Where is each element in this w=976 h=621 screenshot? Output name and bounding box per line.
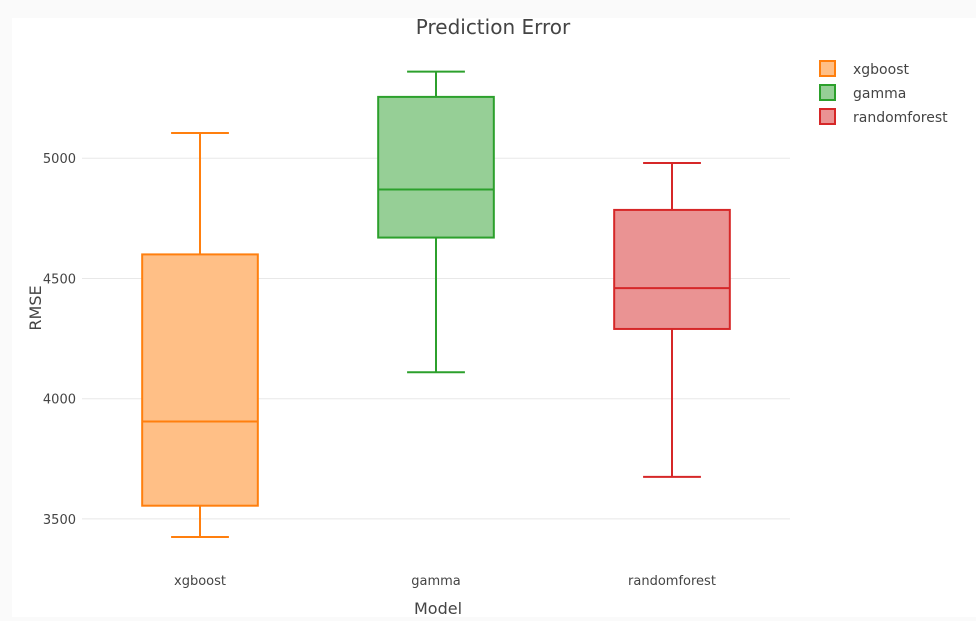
x-axis-ticks: xgboost gamma randomforest [174, 574, 716, 589]
legend[interactable]: xgboost gamma randomforest [819, 60, 948, 126]
iqr-box-randomforest [613, 208, 731, 330]
y-axis-ticks: 3500 4000 4500 5000 [43, 152, 76, 528]
iqr-box-xgboost [141, 253, 259, 507]
y-tick-label-5000: 5000 [43, 152, 76, 167]
legend-label-gamma: gamma [853, 86, 906, 102]
box-randomforest[interactable] [613, 162, 731, 478]
legend-swatch-gamma [819, 84, 836, 101]
legend-swatch-xgboost [819, 60, 836, 77]
legend-swatch-randomforest [819, 108, 836, 125]
legend-label-randomforest: randomforest [853, 110, 948, 126]
x-tick-label-randomforest: randomforest [628, 574, 716, 589]
boxes [141, 70, 731, 538]
y-axis-title: RMSE [26, 285, 45, 330]
iqr-box-gamma [377, 95, 495, 239]
y-tick-label-3500: 3500 [43, 513, 76, 528]
y-tick-label-4500: 4500 [43, 272, 76, 287]
y-tick-label-4000: 4000 [43, 393, 76, 408]
x-tick-label-xgboost: xgboost [174, 574, 226, 589]
box-gamma[interactable] [377, 70, 495, 374]
legend-item-randomforest[interactable]: randomforest [819, 108, 948, 126]
legend-item-gamma[interactable]: gamma [819, 84, 906, 102]
x-tick-label-gamma: gamma [411, 574, 461, 589]
x-axis-title: Model [414, 599, 462, 617]
legend-label-xgboost: xgboost [853, 62, 909, 78]
legend-item-xgboost[interactable]: xgboost [819, 60, 909, 78]
box-xgboost[interactable] [141, 131, 259, 538]
chart-title: Prediction Error [416, 15, 571, 39]
